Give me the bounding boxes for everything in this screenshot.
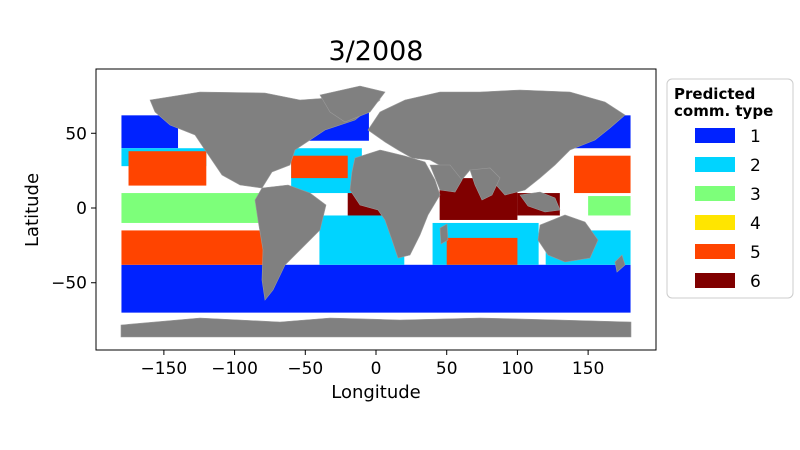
land-south-america <box>254 184 327 301</box>
region-type-5 <box>121 230 270 265</box>
x-tick-label: 100 <box>501 359 533 379</box>
land-southeast-asia <box>519 191 561 213</box>
legend-swatch-3 <box>695 186 735 201</box>
legend-label-4: 4 <box>750 214 761 234</box>
land-madagascar <box>439 223 449 245</box>
x-tick-label: −50 <box>287 359 323 379</box>
legend-swatch-6 <box>695 273 735 288</box>
x-axis-ticks: −150 −100 −50 0 50 100 150 <box>141 350 604 379</box>
legend-swatch-2 <box>695 157 735 172</box>
legend-swatch-1 <box>695 128 735 143</box>
legend: Predicted comm. type 1 2 3 4 5 6 <box>666 78 794 299</box>
legend-swatch-5 <box>695 244 735 259</box>
region-type-5 <box>573 155 631 194</box>
y-axis-label: Latitude <box>22 173 43 247</box>
legend-swatch-4 <box>695 215 735 230</box>
land-australia <box>537 214 599 263</box>
x-tick-label: −100 <box>211 359 258 379</box>
region-type-3 <box>588 196 631 216</box>
plot-area <box>96 69 656 350</box>
legend-label-1: 1 <box>750 127 761 147</box>
x-axis-label: Longitude <box>331 382 421 403</box>
x-tick-label: 0 <box>371 359 382 379</box>
legend-label-6: 6 <box>750 272 761 292</box>
x-tick-label: 150 <box>572 359 604 379</box>
legend-label-2: 2 <box>750 156 761 176</box>
land-india <box>469 167 501 201</box>
chart-title: 3/2008 <box>329 36 424 67</box>
region-type-5 <box>291 155 348 179</box>
land-antarctica <box>120 317 632 338</box>
region-type-5 <box>128 151 207 186</box>
land-new-zealand <box>614 254 626 273</box>
y-tick-label: 0 <box>76 199 87 219</box>
legend-title-line-2: comm. type <box>674 102 773 120</box>
region-type-1 <box>121 264 631 313</box>
y-axis-ticks: −50 0 50 <box>51 124 96 294</box>
region-type-5 <box>446 237 518 265</box>
legend-label-5: 5 <box>750 243 761 263</box>
land-africa <box>349 149 441 259</box>
land-greenland <box>319 85 386 123</box>
land-north-america <box>149 91 381 189</box>
region-type-3 <box>121 193 263 223</box>
y-tick-label: 50 <box>65 124 87 144</box>
legend-title-line-1: Predicted <box>674 85 755 103</box>
legend-items: 1 2 3 4 5 6 <box>695 127 761 292</box>
y-tick-label: −50 <box>51 274 87 294</box>
land-masses <box>120 85 632 338</box>
legend-label-3: 3 <box>750 185 761 205</box>
x-tick-label: −150 <box>141 359 188 379</box>
land-arabia <box>429 164 463 193</box>
x-tick-label: 50 <box>436 359 458 379</box>
land-eurasia <box>367 89 626 196</box>
